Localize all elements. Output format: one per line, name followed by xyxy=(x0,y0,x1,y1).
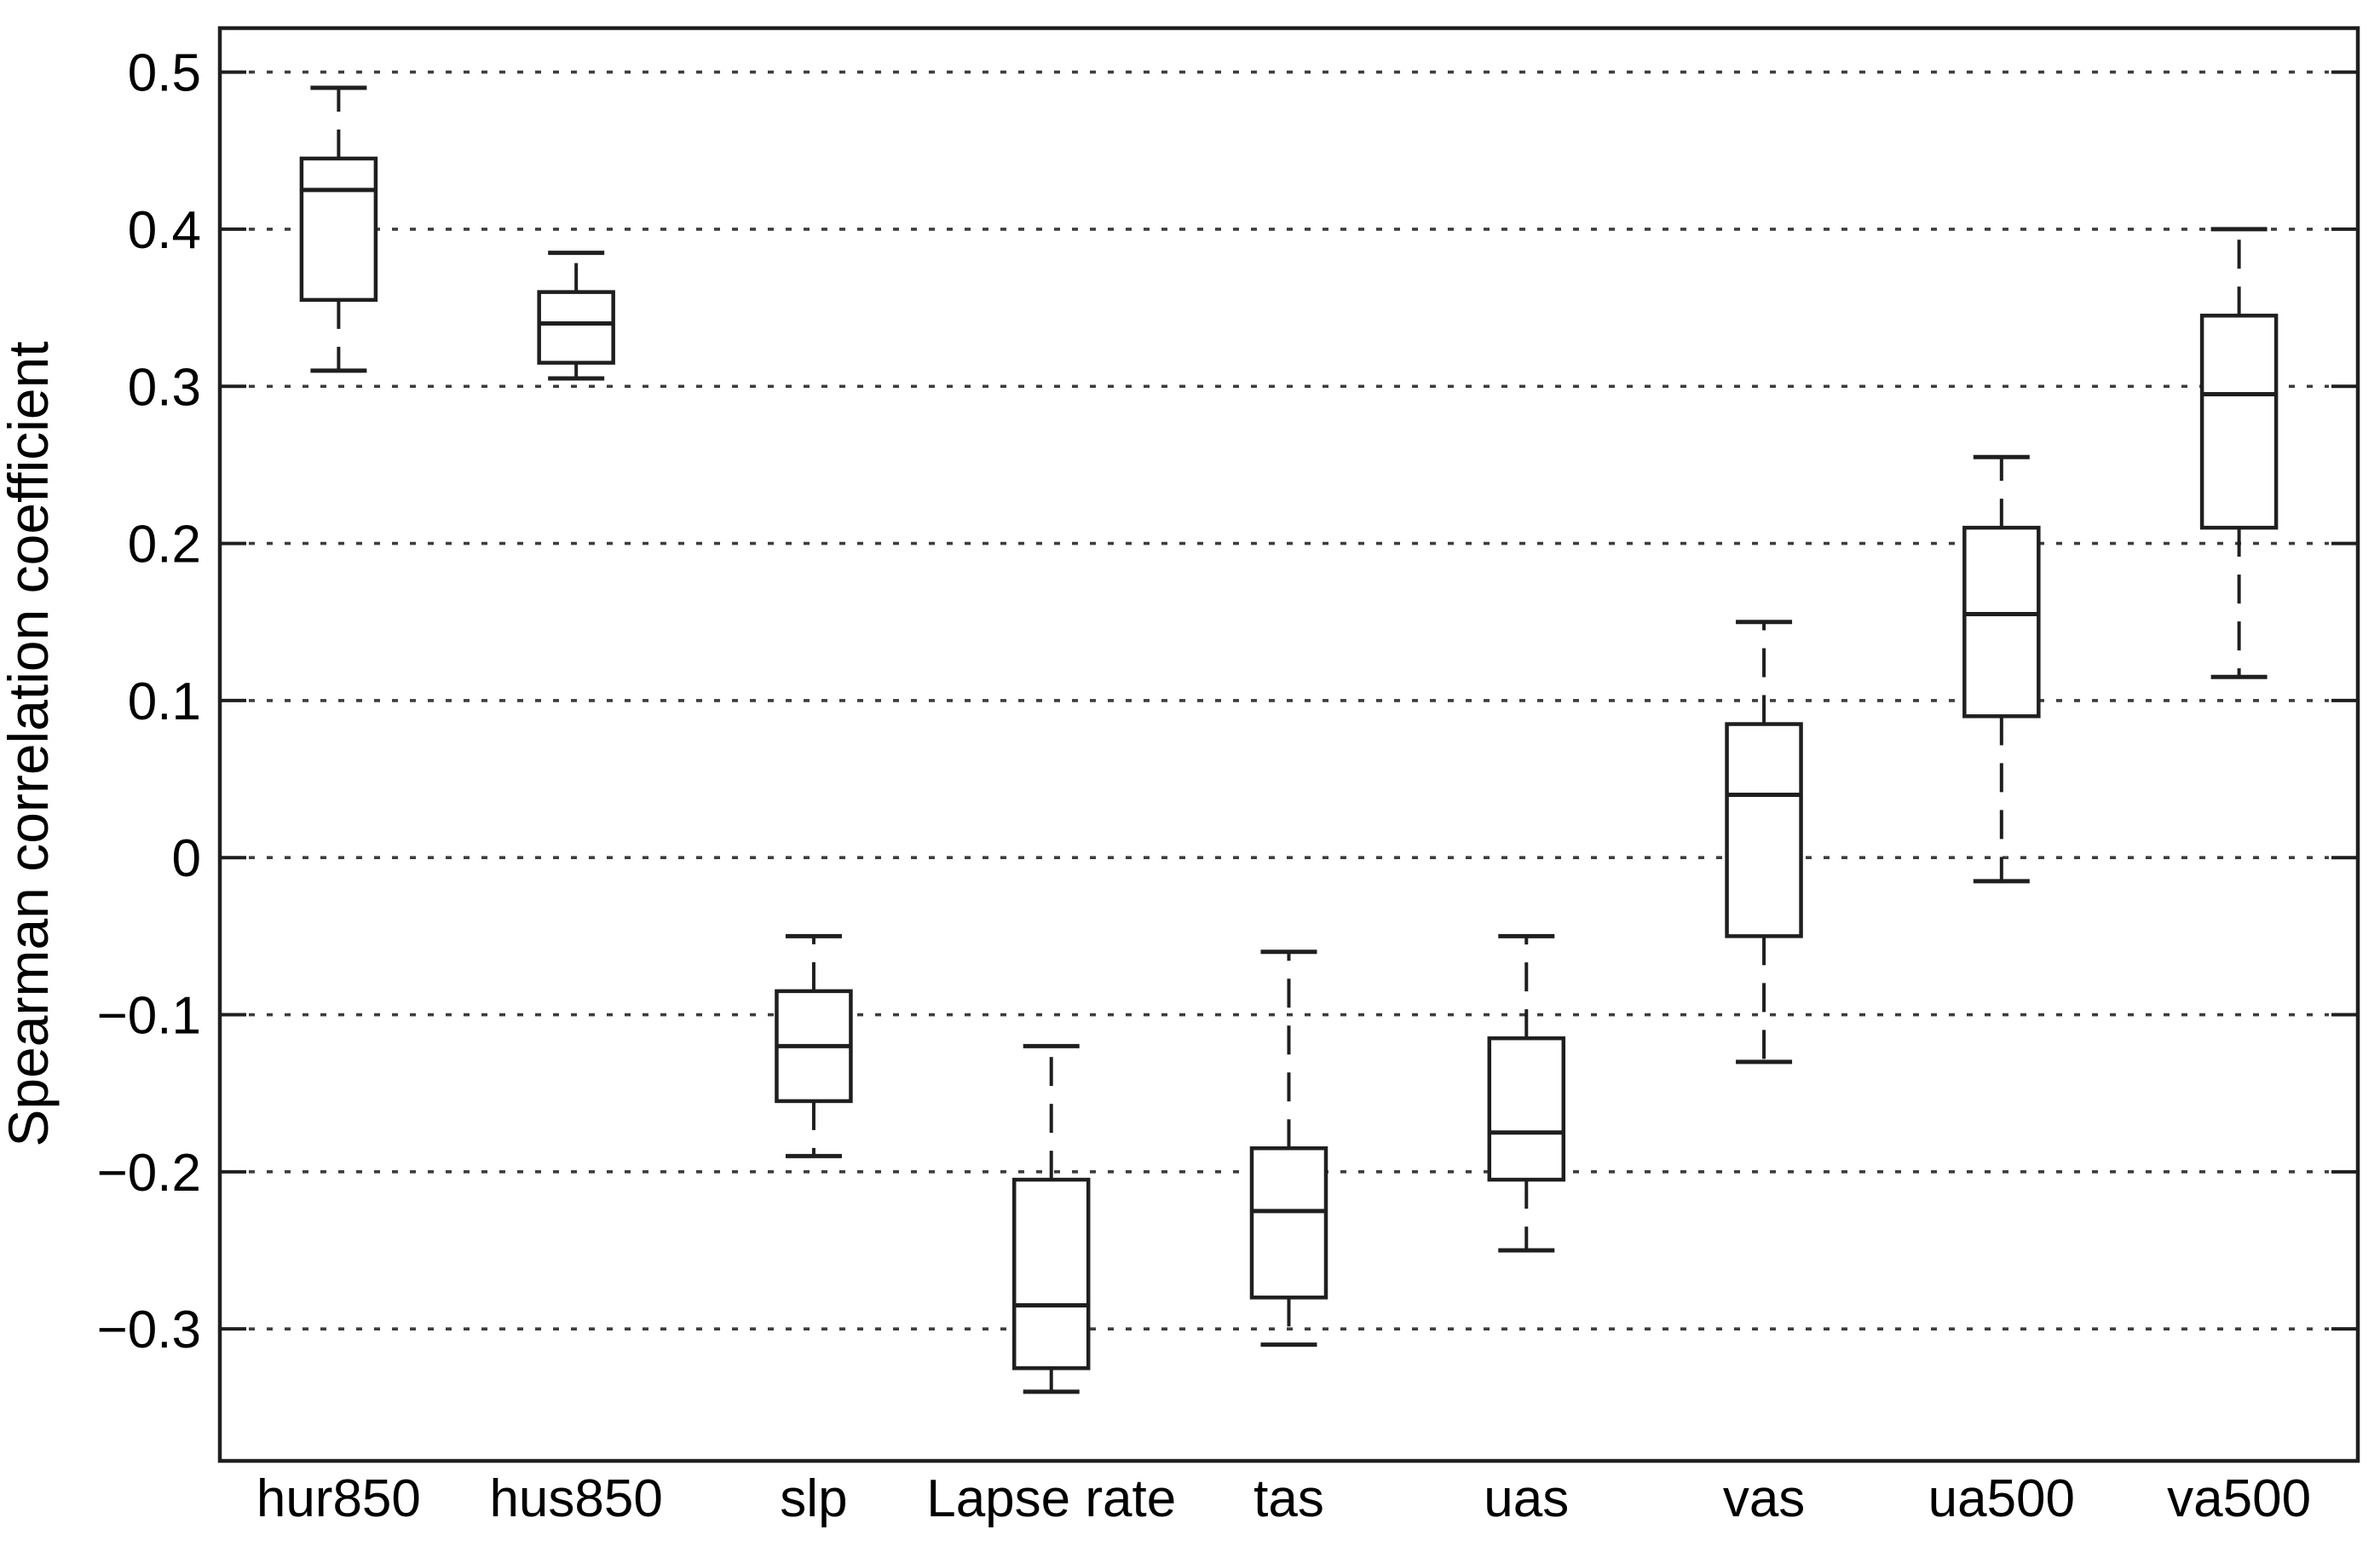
y-tick-label-−0.2: −0.2 xyxy=(97,1144,201,1203)
iqr-box-vas xyxy=(1725,722,1803,938)
boxplot-uas xyxy=(1487,933,1566,1253)
x-tick-label-tas: tas xyxy=(1253,1469,1324,1528)
x-tick-label-uas: uas xyxy=(1484,1469,1569,1528)
y-tick-label-0.4: 0.4 xyxy=(128,201,201,260)
boxplot-ua500 xyxy=(1962,454,2041,884)
y-tick-label-0.2: 0.2 xyxy=(128,516,201,574)
x-tick-label-hur850: hur850 xyxy=(256,1469,421,1528)
boxplot-tas xyxy=(1249,949,1328,1348)
iqr-box-tas xyxy=(1249,1146,1328,1300)
box-layer xyxy=(299,85,2279,1394)
axes-frame xyxy=(217,26,2360,1463)
y-tick-label-−0.1: −0.1 xyxy=(97,987,201,1046)
iqr-box-hus850 xyxy=(537,290,615,365)
iqr-box-ua500 xyxy=(1962,525,2041,719)
y-tick-label-−0.3: −0.3 xyxy=(97,1301,201,1359)
boxplot-hur850 xyxy=(299,85,378,373)
x-tick-label-ua500: ua500 xyxy=(1928,1469,2075,1528)
x-tick-label-hus850: hus850 xyxy=(489,1469,662,1528)
y-axis-title: Spearman correlation coefficient xyxy=(0,341,60,1146)
x-tick-label-va500: va500 xyxy=(2167,1469,2311,1528)
iqr-box-uas xyxy=(1487,1036,1566,1182)
iqr-box-hur850 xyxy=(299,156,378,303)
boxplot-slp xyxy=(775,933,853,1158)
y-tick-label-0.3: 0.3 xyxy=(128,358,201,417)
iqr-box-va500 xyxy=(2199,314,2279,530)
y-tick-labels: 0.5 0.4 0.3 0.2 0.1 0 −0.1 −0.2 −0.3 xyxy=(97,44,201,1360)
boxplot-vas xyxy=(1725,620,1803,1065)
boxplot-Lapse rate xyxy=(1011,1043,1091,1394)
boxplot-va500 xyxy=(2199,227,2279,679)
boxplot-hus850 xyxy=(537,251,615,381)
iqr-box-Lapse rate xyxy=(1011,1177,1091,1371)
x-tick-label-slp: slp xyxy=(780,1469,847,1528)
x-tick-labels: hur850 hus850 slp Lapse rate tas uas vas ua500 v… xyxy=(256,1469,2311,1528)
x-tick-label-vas: vas xyxy=(1723,1469,1805,1528)
plot-frame xyxy=(217,26,2360,1463)
y-tick-label-0.5: 0.5 xyxy=(128,44,201,103)
x-tick-label-Lapse rate: Lapse rate xyxy=(926,1469,1176,1528)
y-tick-label-0: 0 xyxy=(172,829,201,888)
y-tick-label-0.1: 0.1 xyxy=(128,672,201,731)
